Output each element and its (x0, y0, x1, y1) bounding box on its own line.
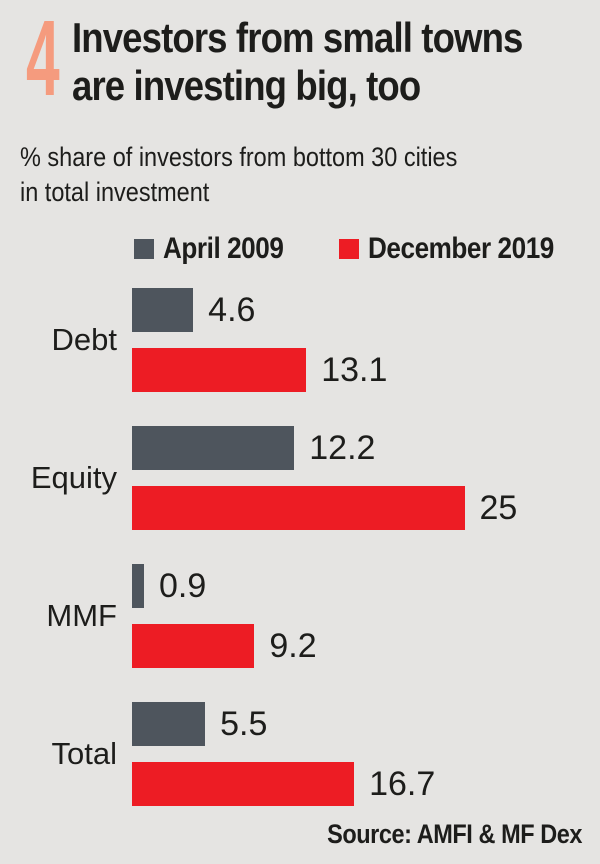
panel-number-badge: 4 (26, 0, 60, 118)
bar-group-mmf: MMF 0.9 9.2 (0, 564, 600, 668)
value-label: 4.6 (208, 290, 256, 329)
bar-row: 25 (132, 486, 600, 530)
category-label: MMF (46, 598, 117, 633)
value-label: 25 (479, 488, 518, 527)
bar-pair: 5.5 16.7 (132, 702, 600, 806)
bar-pair: 12.2 25 (132, 426, 600, 530)
subtitle-line-1: % share of investors from bottom 30 citi… (20, 142, 458, 172)
value-label: 0.9 (158, 566, 207, 605)
legend-item-april-2009: April 2009 (134, 232, 301, 266)
title-line-1: Investors from small towns (72, 14, 523, 61)
bar-december-2019 (132, 624, 255, 668)
bar-row: 5.5 (132, 702, 600, 746)
legend: April 2009 December 2019 (134, 232, 600, 266)
value-label: 13.1 (321, 350, 388, 389)
legend-item-december-2019: December 2019 (339, 232, 582, 266)
bar-december-2019 (132, 762, 355, 806)
value-label: 5.5 (220, 704, 268, 743)
bar-april-2009 (132, 288, 194, 332)
bar-chart: Debt 4.6 13.1 Equity 12.2 25 MMF 0.9 9.2 Total 5.5… (0, 288, 600, 806)
legend-swatch-december-2019-icon (339, 239, 360, 259)
title-line-2: are investing big, too (72, 62, 421, 109)
bar-group-debt: Debt 4.6 13.1 (0, 288, 600, 392)
page-title: Investors from small towns are investing… (72, 12, 600, 110)
bar-april-2009 (132, 426, 295, 470)
bar-row: 0.9 (132, 564, 600, 608)
header: 4 Investors from small towns are investi… (0, 4, 600, 114)
legend-swatch-april-2009-icon (134, 239, 154, 259)
bar-row: 4.6 (132, 288, 600, 332)
bar-row: 16.7 (132, 762, 600, 806)
category-label: Total (51, 736, 117, 771)
bar-group-total: Total 5.5 16.7 (0, 702, 600, 806)
source-note: Source: AMFI & MF Dex (327, 819, 582, 849)
bar-pair: 4.6 13.1 (132, 288, 600, 392)
bar-april-2009 (132, 564, 144, 608)
bar-row: 9.2 (132, 624, 600, 668)
category-label: Equity (30, 460, 117, 495)
subtitle-line-2: in total investment (20, 177, 210, 207)
bar-april-2009 (132, 702, 206, 746)
legend-label-april-2009: April 2009 (163, 232, 284, 265)
bar-row: 12.2 (132, 426, 600, 470)
bar-row: 13.1 (132, 348, 600, 392)
bar-december-2019 (132, 486, 465, 530)
category-label: Debt (51, 322, 117, 357)
chart-subtitle: % share of investors from bottom 30 citi… (20, 140, 600, 210)
value-label: 16.7 (369, 764, 436, 803)
legend-label-december-2019: December 2019 (368, 232, 555, 265)
value-label: 12.2 (309, 428, 376, 467)
bar-december-2019 (132, 348, 307, 392)
bar-group-equity: Equity 12.2 25 (0, 426, 600, 530)
value-label: 9.2 (269, 626, 317, 665)
bar-pair: 0.9 9.2 (132, 564, 600, 668)
